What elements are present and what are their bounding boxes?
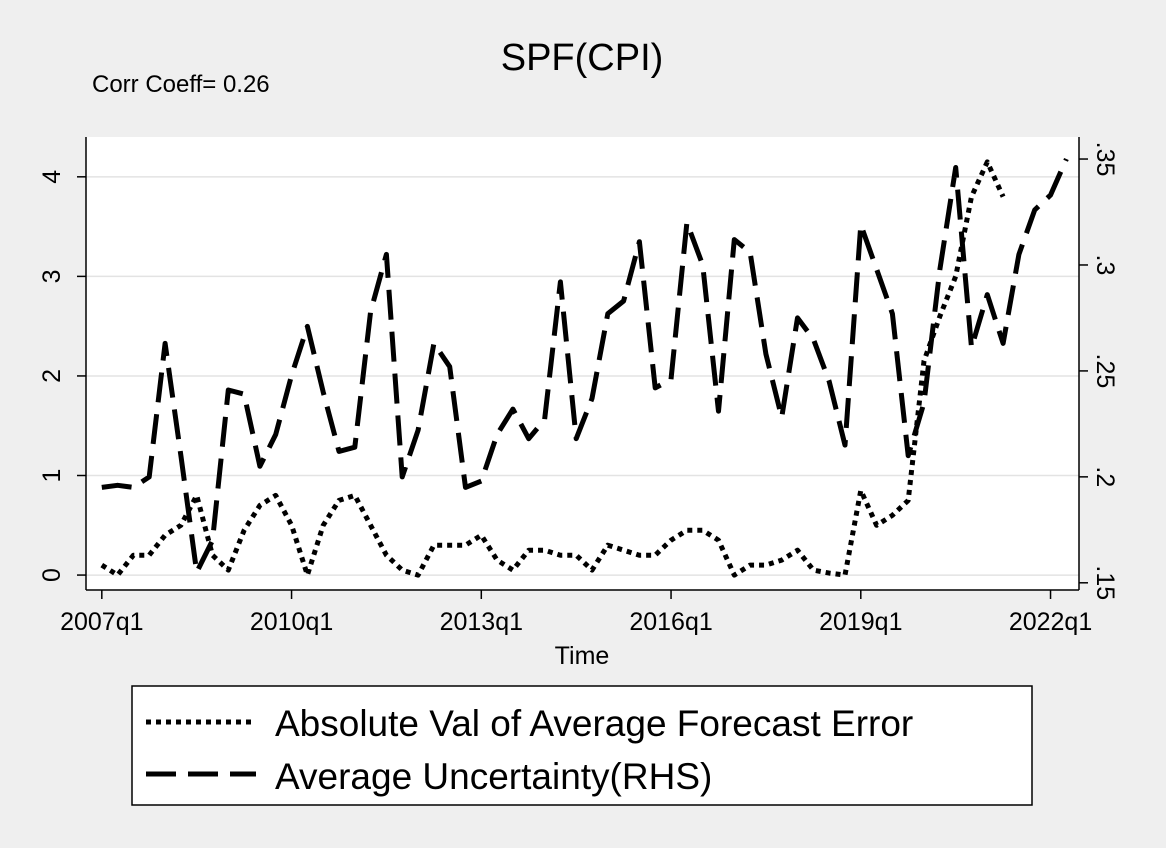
- x-axis: 2007q1 2010q1 2013q1 2016q1 2019q1 2022q1: [60, 589, 1092, 636]
- right-tick-label: .35: [1091, 142, 1119, 177]
- right-tick-label: .15: [1091, 565, 1119, 600]
- right-tick-label: .25: [1091, 354, 1119, 389]
- x-axis-title: Time: [555, 642, 610, 670]
- plot-area: [86, 137, 1079, 590]
- x-tick-label: 2013q1: [440, 608, 523, 636]
- x-tick-label: 2016q1: [629, 608, 712, 636]
- series-lines: [100, 157, 1069, 578]
- x-tick-label: 2019q1: [819, 608, 902, 636]
- left-tick-label: 0: [38, 568, 66, 582]
- series-line-uncertainty: [101, 157, 1069, 575]
- right-tick-label: .2: [1091, 466, 1119, 487]
- series-line-forecast-error: [100, 159, 1006, 578]
- right-y-axis: .15 .2 .25 .3 .35: [1078, 137, 1119, 600]
- legend-box: [131, 685, 1033, 806]
- chart-title: SPF(CPI): [501, 37, 664, 79]
- legend-label-forecast-error: Absolute Val of Average Forecast Error: [275, 703, 913, 744]
- x-tick-label: 2022q1: [1009, 608, 1092, 636]
- gridlines: [86, 176, 1079, 576]
- x-tick-label: 2007q1: [60, 608, 143, 636]
- left-tick-label: 4: [38, 170, 66, 184]
- x-tick-label: 2010q1: [250, 608, 333, 636]
- right-tick-label: .3: [1091, 255, 1119, 276]
- left-tick-label: 2: [38, 369, 66, 383]
- left-tick-label: 3: [38, 269, 66, 283]
- left-tick-label: 1: [38, 469, 66, 483]
- left-y-axis: 0 1 2 3 4: [38, 137, 87, 590]
- legend: Absolute Val of Average Forecast Error A…: [131, 685, 1033, 806]
- legend-label-uncertainty: Average Uncertainty(RHS): [275, 756, 712, 797]
- corr-coeff-note: Corr Coeff= 0.26: [92, 71, 270, 98]
